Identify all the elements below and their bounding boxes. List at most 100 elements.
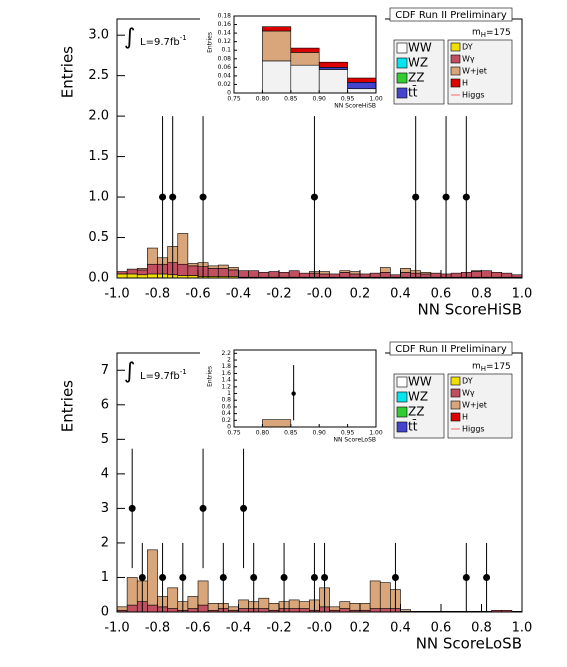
data-point <box>240 504 248 512</box>
x-tick-label: -0.8 <box>145 287 170 302</box>
header: CDF Run II Preliminary <box>395 10 507 21</box>
x-tick-label: 0.4 <box>390 287 411 302</box>
plot-area <box>234 350 376 427</box>
x-tick-label: -0.0 <box>307 621 332 636</box>
stack-bar <box>420 272 432 275</box>
header-box <box>389 341 513 356</box>
mass-label: mH=175 <box>472 28 511 40</box>
stack-bar <box>116 606 128 611</box>
x-tick-label: -0.8 <box>145 621 170 636</box>
stack-bar <box>147 247 158 265</box>
y-tick-label: 7 <box>101 363 109 378</box>
stack-bar <box>217 264 229 269</box>
legend-swatch <box>396 57 408 69</box>
stack-bar <box>116 273 128 279</box>
stack-bar <box>359 603 371 611</box>
y-tick-label: 2.5 <box>88 68 109 83</box>
x-tick-label: 0.8 <box>471 621 492 636</box>
stack-bar <box>290 52 320 66</box>
stack-bar <box>379 267 391 273</box>
data-point <box>483 573 491 581</box>
y-tick-label: 0.08 <box>218 55 232 62</box>
legend-swatch <box>450 42 461 52</box>
x-tick-label: 0.2 <box>350 287 371 302</box>
legend-label: tt̄ <box>408 85 418 99</box>
data-point <box>462 193 470 201</box>
stack-bar <box>290 47 320 53</box>
y-tick-label: 1.6 <box>221 370 231 377</box>
stack-bar <box>298 608 310 613</box>
stack-bar <box>347 82 377 90</box>
legend-swatch <box>450 412 461 422</box>
y-tick-label: 0.2 <box>221 417 231 424</box>
data-point <box>179 573 187 581</box>
stack-bar <box>347 77 377 83</box>
x-tick-label: 0.90 <box>313 96 327 103</box>
x-tick-label: -0.4 <box>226 621 251 636</box>
x-tick-label: 1.00 <box>369 430 383 437</box>
data-point <box>310 193 318 201</box>
legend-label: DY <box>462 43 473 52</box>
x-tick-label: -0.0 <box>307 287 332 302</box>
lumi-label: L=9.7fb-1 <box>140 34 187 48</box>
data-point <box>250 573 258 581</box>
y-tick-label: 0.5 <box>88 230 109 245</box>
data-point <box>291 391 296 396</box>
stack-bar <box>359 273 371 278</box>
stack-bar <box>339 608 351 613</box>
plot-frame <box>233 349 377 428</box>
y-tick-label: 0.6 <box>221 403 231 410</box>
stack-bar <box>126 604 138 613</box>
y-tick-label: 3 <box>101 501 109 516</box>
x-tick-label: 1.0 <box>512 287 533 302</box>
legend-swatch <box>396 376 408 388</box>
stack-bar <box>248 270 260 278</box>
stack-bar <box>471 270 482 272</box>
data-point <box>310 573 318 581</box>
x-tick-label: -1.0 <box>104 621 129 636</box>
legend-swatch <box>450 388 461 398</box>
stack-bar <box>400 267 411 273</box>
legend-swatch <box>450 66 461 76</box>
stack-bar <box>187 263 199 267</box>
legend-label: Higgs <box>462 91 485 100</box>
data-point <box>199 193 207 201</box>
stack-bar <box>511 274 523 278</box>
mass-rest: =175 <box>486 28 511 38</box>
legend-swatch <box>396 406 408 418</box>
stack-bar <box>400 609 411 612</box>
legend-label: Wγ <box>462 55 475 64</box>
stack-bar <box>369 580 381 609</box>
y-tick-label: 0.04 <box>218 72 232 79</box>
lumi-label: L=9.7fb-1 <box>140 368 187 382</box>
y-tick-label: 0.14 <box>218 30 232 37</box>
legend-label: ZZ <box>408 405 424 419</box>
stack-bar <box>262 26 292 32</box>
stack-bar <box>217 267 229 277</box>
plot-frame <box>233 15 377 94</box>
stack-bar <box>339 601 351 609</box>
x-tick-label: 0.6 <box>431 287 452 302</box>
stack-bar <box>147 604 158 613</box>
stack-bar <box>187 608 199 613</box>
stack-bar <box>126 268 138 275</box>
y-tick-label: 6 <box>101 397 109 412</box>
legend-swatch <box>450 78 461 88</box>
stack-bar <box>298 601 310 609</box>
data-point <box>159 573 167 581</box>
stack-bar <box>339 270 351 273</box>
stack-bar <box>197 604 209 613</box>
legend-label: W+jet <box>462 67 487 76</box>
stack-bar <box>238 608 249 613</box>
legend-label: H <box>462 79 468 88</box>
stack-bar <box>262 30 292 62</box>
data-point <box>138 573 146 581</box>
y-tick-label: 1 <box>101 570 109 585</box>
data-point <box>391 573 399 581</box>
stack-bar <box>369 272 381 278</box>
stack-bar <box>126 273 138 279</box>
stack-bar <box>207 603 219 611</box>
data-point <box>199 504 207 512</box>
data-point <box>219 573 227 581</box>
x-tick-label: 0.90 <box>313 430 327 437</box>
